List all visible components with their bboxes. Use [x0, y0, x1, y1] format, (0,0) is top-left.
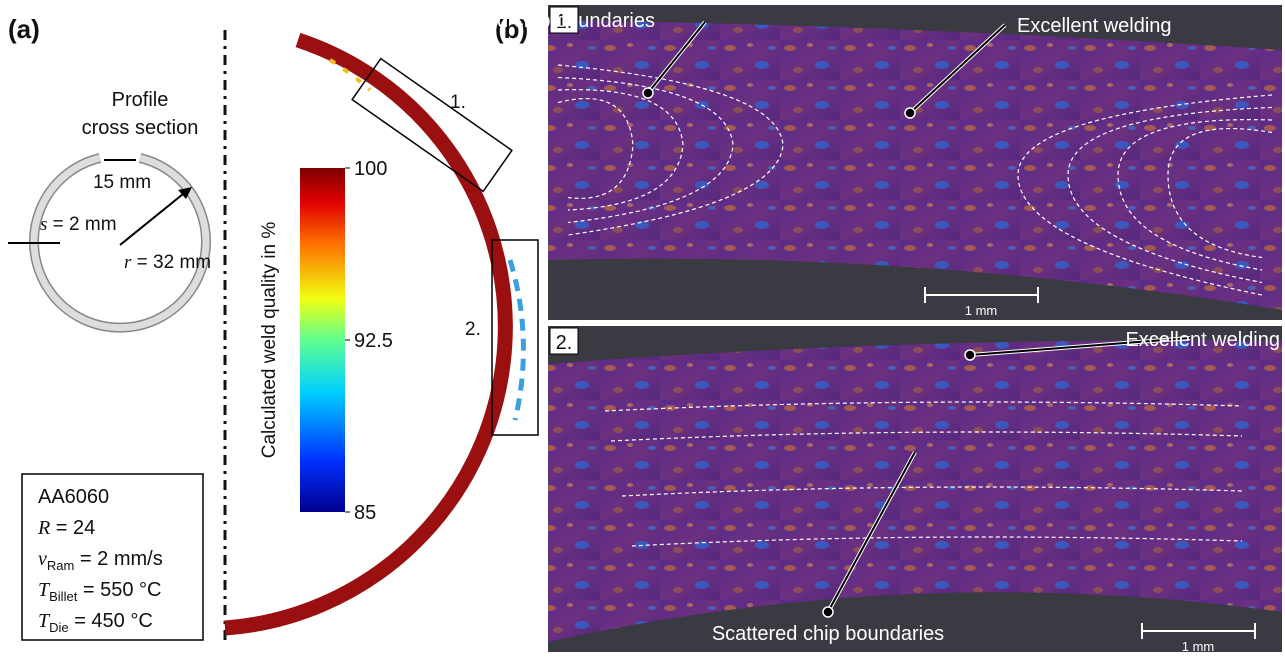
- annotation: Scattered chip boundaries: [423, 10, 655, 32]
- micrographs: 1. Scattered chip boundaries Excellent wel…: [423, 5, 1282, 654]
- annotation: Excellent welding: [1017, 15, 1172, 37]
- panel-a: (a) Profile cross section 15 mm s = 2 mm…: [8, 14, 538, 640]
- colorbar-tick-label: 92.5: [354, 330, 393, 352]
- condition: R = 24: [37, 517, 95, 539]
- colorbar: [300, 168, 345, 512]
- micrograph: [548, 326, 1282, 652]
- annotation: Scattered chip boundaries: [712, 623, 944, 645]
- condition: AA6060: [38, 486, 109, 508]
- colorbar-label: Calculated weld quality in %: [259, 222, 280, 459]
- thickness-label: s = 2 mm: [40, 214, 117, 235]
- scale-bar-label: 1 mm: [965, 303, 998, 318]
- profile-title: Profile: [112, 89, 169, 111]
- colorbar-tick-label: 100: [354, 158, 387, 180]
- annotation: Excellent welding: [1125, 329, 1280, 351]
- leader-dot: [905, 108, 915, 118]
- leader-dot: [643, 88, 653, 98]
- leader-dot: [823, 607, 833, 617]
- figure: (a) Profile cross section 15 mm s = 2 mm…: [0, 0, 1285, 655]
- region-label: 2.: [465, 319, 481, 340]
- region-label: 1.: [450, 92, 466, 113]
- colorbar-ticks: 100 92.5 85: [345, 158, 393, 524]
- radius-arrow: [120, 190, 188, 245]
- micrograph: [548, 5, 1282, 320]
- leader-dot: [965, 350, 975, 360]
- colorbar-tick-label: 85: [354, 502, 376, 524]
- profile-title: cross section: [82, 117, 199, 139]
- scale-bar-label: 1 mm: [1182, 639, 1215, 654]
- image-index: 2.: [556, 332, 573, 354]
- panel-label: (a): [8, 14, 40, 44]
- radius-label: r = 32 mm: [124, 252, 211, 273]
- gap-label: 15 mm: [93, 172, 151, 193]
